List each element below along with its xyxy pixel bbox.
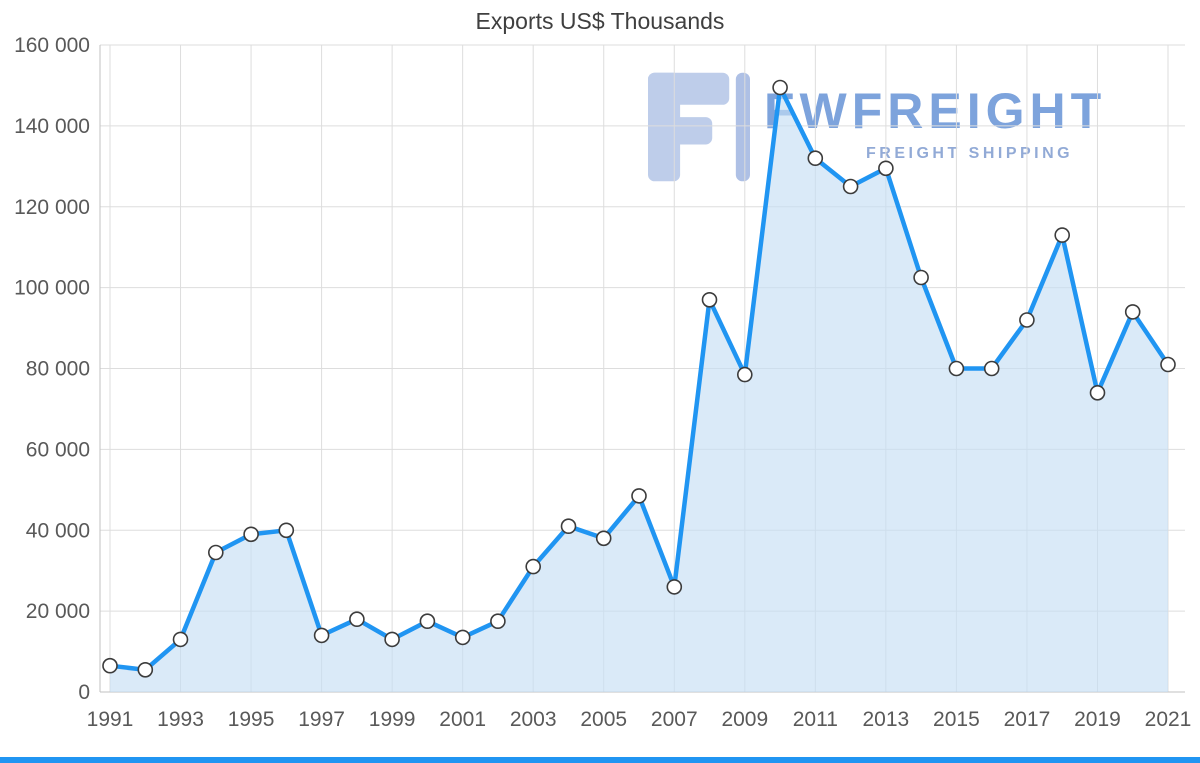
svg-text:1997: 1997: [298, 708, 345, 731]
svg-text:2007: 2007: [651, 708, 698, 731]
svg-text:2005: 2005: [580, 708, 627, 731]
svg-text:2019: 2019: [1074, 708, 1121, 731]
svg-text:60 000: 60 000: [26, 438, 90, 461]
svg-text:120 000: 120 000: [14, 196, 90, 219]
svg-text:1991: 1991: [87, 708, 134, 731]
svg-text:0: 0: [78, 681, 90, 704]
svg-text:1995: 1995: [228, 708, 275, 731]
svg-text:100 000: 100 000: [14, 277, 90, 300]
svg-text:1993: 1993: [157, 708, 204, 731]
svg-text:2013: 2013: [863, 708, 910, 731]
svg-text:2003: 2003: [510, 708, 557, 731]
bottom-accent-bar: [0, 757, 1200, 763]
svg-text:2009: 2009: [721, 708, 768, 731]
svg-text:160 000: 160 000: [14, 34, 90, 57]
svg-text:80 000: 80 000: [26, 358, 90, 381]
svg-text:2015: 2015: [933, 708, 980, 731]
svg-text:40 000: 40 000: [26, 519, 90, 542]
chart-title: Exports US$ Thousands: [475, 8, 725, 34]
svg-text:2011: 2011: [793, 708, 838, 731]
svg-text:20 000: 20 000: [26, 600, 90, 623]
svg-text:2001: 2001: [439, 708, 486, 731]
svg-text:140 000: 140 000: [14, 115, 90, 138]
svg-text:2017: 2017: [1004, 708, 1051, 731]
svg-text:1999: 1999: [369, 708, 416, 731]
svg-text:2021: 2021: [1145, 708, 1192, 731]
